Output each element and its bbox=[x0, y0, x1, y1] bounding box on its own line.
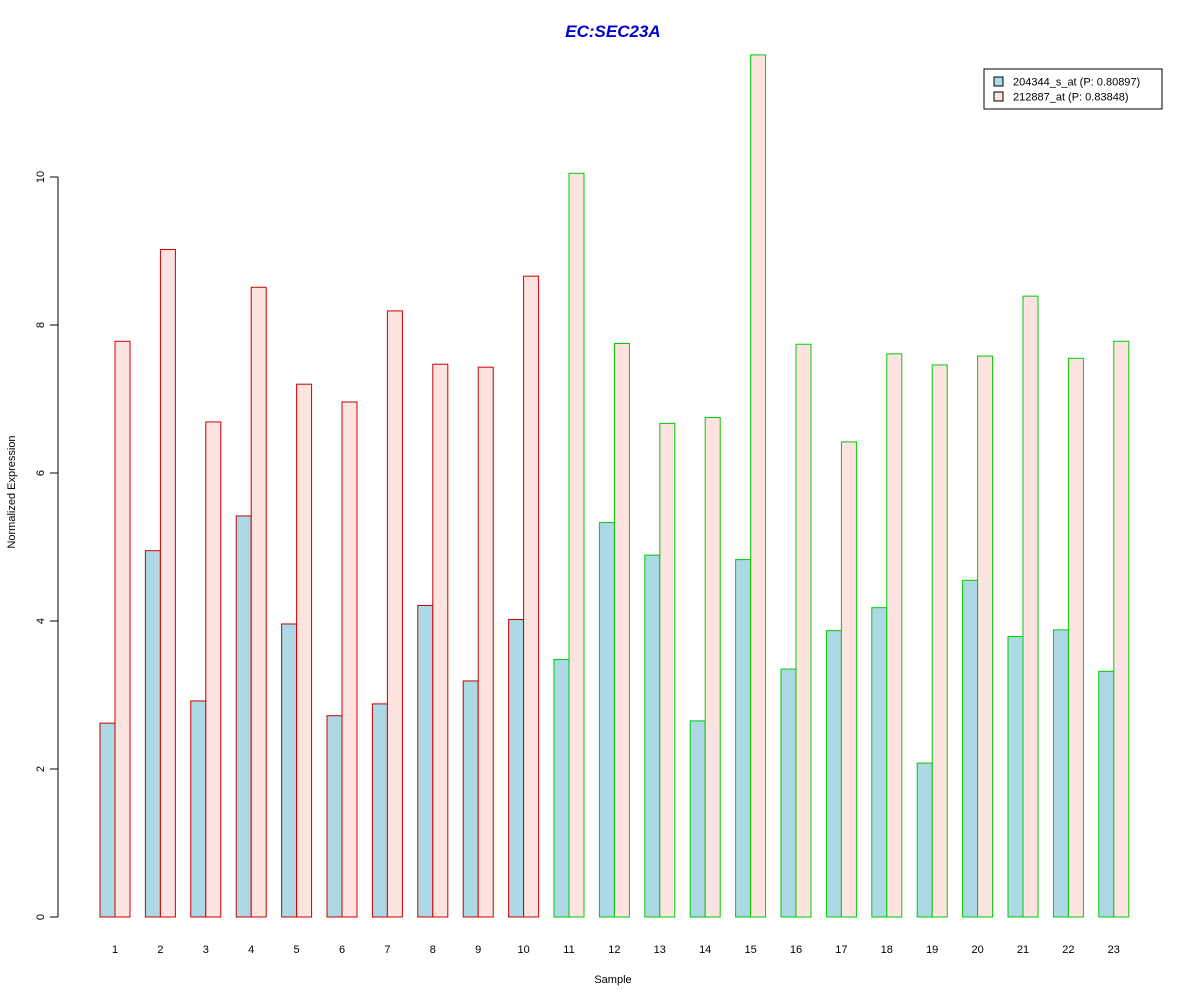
x-tick-label: 11 bbox=[563, 944, 574, 956]
bar-series1-sample-3 bbox=[190, 700, 207, 918]
bar-series2-sample-3 bbox=[205, 421, 222, 918]
bar-series2-sample-13 bbox=[659, 422, 676, 918]
x-tick-label: 15 bbox=[744, 944, 756, 956]
x-tick-label: 5 bbox=[294, 944, 300, 956]
x-tick-label: 4 bbox=[248, 944, 254, 956]
bar-series2-sample-11 bbox=[568, 172, 585, 918]
bar-series1-sample-2 bbox=[144, 550, 161, 918]
bar-series2-sample-18 bbox=[886, 353, 903, 918]
x-tick-label: 16 bbox=[790, 944, 802, 956]
bar-series2-sample-5 bbox=[296, 383, 313, 918]
x-tick-label: 18 bbox=[881, 944, 893, 956]
bar-series1-sample-11 bbox=[553, 658, 570, 918]
bar-series2-sample-10 bbox=[523, 275, 540, 918]
bar-series1-sample-5 bbox=[281, 623, 298, 918]
x-tick-label: 8 bbox=[430, 944, 436, 956]
bar-series1-sample-8 bbox=[417, 604, 434, 918]
bar-series2-sample-9 bbox=[477, 366, 494, 918]
bar-series2-sample-7 bbox=[386, 310, 403, 918]
x-tick-label: 13 bbox=[654, 944, 666, 956]
x-tick-label: 20 bbox=[971, 944, 983, 956]
x-tick-label: 6 bbox=[339, 944, 345, 956]
bar-series2-sample-16 bbox=[795, 343, 812, 918]
bar-series1-sample-15 bbox=[735, 559, 752, 918]
bar-series2-sample-17 bbox=[840, 441, 857, 918]
bar-series2-sample-22 bbox=[1067, 357, 1084, 918]
legend-label: 212887_at (P: 0.83848) bbox=[1013, 92, 1129, 104]
bar-series2-sample-15 bbox=[750, 54, 767, 918]
bar-series1-sample-16 bbox=[780, 668, 797, 918]
bar-series1-sample-6 bbox=[326, 715, 343, 918]
x-tick-label: 7 bbox=[384, 944, 390, 956]
bar-series1-sample-9 bbox=[462, 680, 479, 918]
bar-series1-sample-4 bbox=[235, 515, 252, 918]
y-axis: 0 2 4 6 8 10 bbox=[35, 171, 59, 920]
legend-swatch bbox=[993, 76, 1004, 87]
bar-series2-sample-8 bbox=[432, 363, 449, 918]
bar-series2-sample-21 bbox=[1022, 295, 1039, 918]
y-tick-label: 6 bbox=[35, 470, 47, 476]
bar-series1-sample-7 bbox=[371, 703, 388, 918]
y-axis-label: Normalized Expression bbox=[6, 435, 18, 548]
y-tick-label: 10 bbox=[35, 171, 47, 183]
x-tick-label: 21 bbox=[1017, 944, 1029, 956]
x-tick-label: 2 bbox=[157, 944, 163, 956]
bar-series1-sample-22 bbox=[1052, 629, 1069, 918]
x-tick-label: 17 bbox=[835, 944, 847, 956]
legend-label: 204344_s_at (P: 0.80897) bbox=[1013, 77, 1140, 89]
x-tick-label: 10 bbox=[517, 944, 529, 956]
bar-series1-sample-20 bbox=[962, 579, 979, 918]
bar-series1-sample-14 bbox=[689, 720, 706, 918]
chart-title: EC:SEC23A bbox=[565, 22, 660, 41]
bar-series2-sample-2 bbox=[159, 249, 176, 918]
bar-series1-sample-18 bbox=[871, 607, 888, 918]
bar-series2-sample-12 bbox=[613, 343, 630, 918]
bar-series1-sample-10 bbox=[508, 619, 525, 918]
legend-box bbox=[983, 68, 1163, 110]
legend-swatch bbox=[993, 91, 1004, 102]
y-tick-label: 4 bbox=[35, 618, 47, 624]
x-tick-label: 1 bbox=[112, 944, 118, 956]
x-axis-label: Sample bbox=[594, 974, 631, 986]
bars bbox=[99, 54, 1130, 918]
bar-series2-sample-19 bbox=[931, 364, 948, 918]
bar-series1-sample-12 bbox=[598, 522, 615, 918]
bar-series1-sample-19 bbox=[916, 762, 933, 918]
x-tick-label: 22 bbox=[1062, 944, 1074, 956]
bar-series1-sample-17 bbox=[825, 630, 842, 918]
bar-series1-sample-23 bbox=[1098, 670, 1115, 918]
x-tick-labels: 1 2 3 4 5 6 7 8 9 10 11 12 13 14 15 16 17 18 19 20 21 22 23 bbox=[112, 944, 1120, 956]
bar-series2-sample-20 bbox=[977, 355, 994, 918]
x-tick-label: 19 bbox=[926, 944, 938, 956]
x-tick-label: 9 bbox=[475, 944, 481, 956]
x-tick-label: 23 bbox=[1108, 944, 1120, 956]
y-tick-label: 0 bbox=[35, 914, 47, 920]
x-tick-label: 3 bbox=[203, 944, 209, 956]
bar-series1-sample-21 bbox=[1007, 636, 1024, 918]
bar-series2-sample-1 bbox=[114, 340, 131, 918]
y-tick-label: 8 bbox=[35, 322, 47, 328]
x-tick-label: 14 bbox=[699, 944, 711, 956]
y-tick-label: 2 bbox=[35, 766, 47, 772]
bar-series1-sample-13 bbox=[644, 554, 661, 918]
bar-series2-sample-4 bbox=[250, 286, 267, 918]
bar-series1-sample-1 bbox=[99, 722, 116, 918]
legend: 204344_s_at (P: 0.80897) 212887_at (P: 0.… bbox=[983, 68, 1163, 110]
bar-series2-sample-23 bbox=[1113, 340, 1130, 918]
x-tick-label: 12 bbox=[608, 944, 620, 956]
bar-series2-sample-14 bbox=[704, 417, 721, 918]
bar-series2-sample-6 bbox=[341, 401, 358, 918]
